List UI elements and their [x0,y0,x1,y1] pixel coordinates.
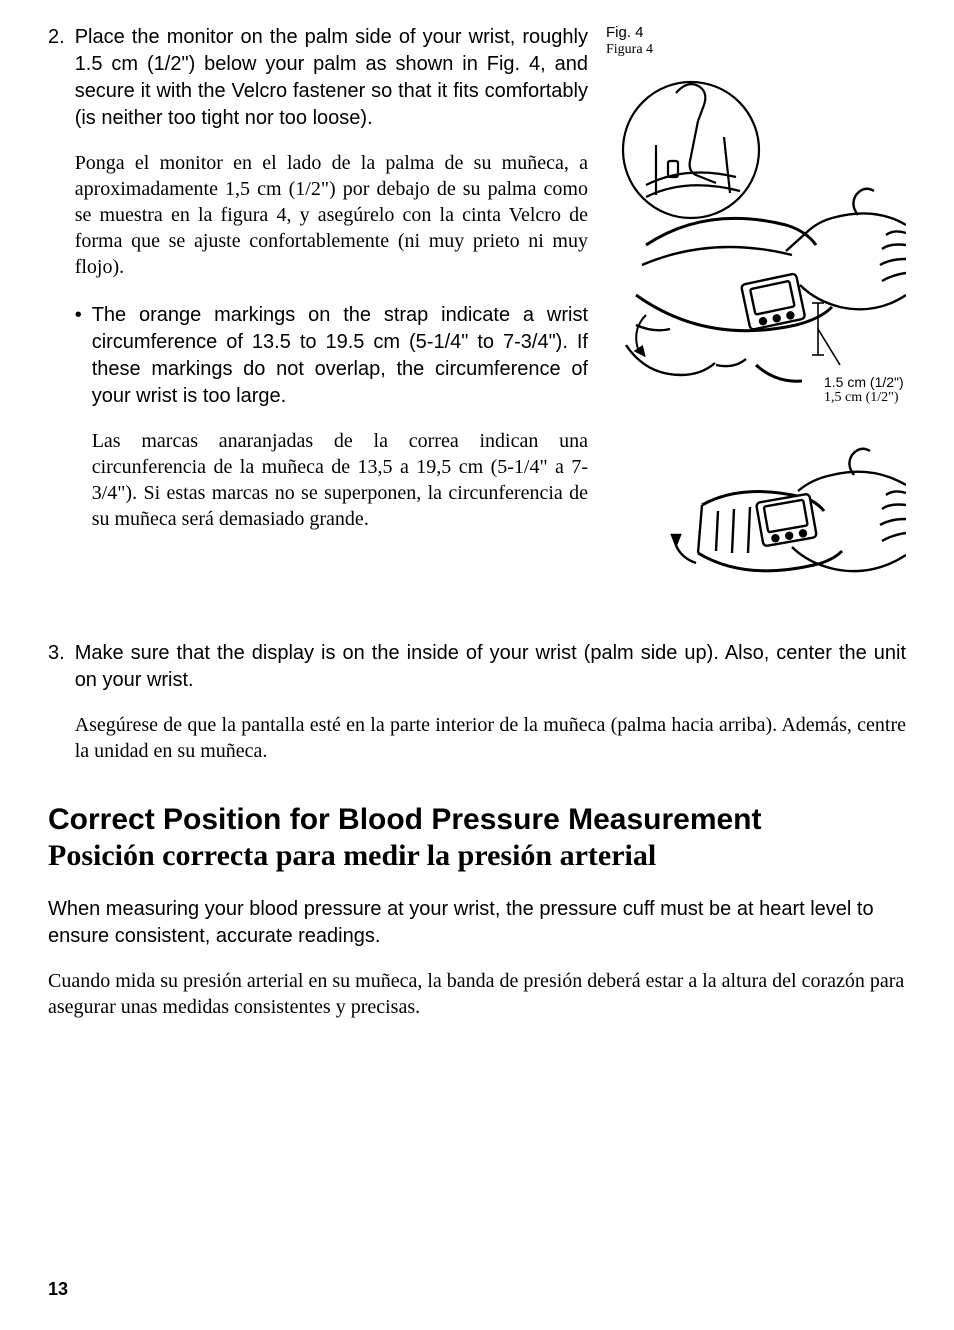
bullet-body: The orange markings on the strap indicat… [92,302,588,532]
heading-en: Correct Position for Blood Pressure Meas… [48,802,906,838]
step-2: 2. Place the monitor on the palm side of… [48,24,588,532]
figure-dim-en: 1.5 cm (1/2") [824,374,904,390]
step-3-en: Make sure that the display is on the ins… [75,640,906,694]
figure-column: Fig. 4 Figura 4 [606,24,906,630]
step-2-number: 2. [48,24,65,532]
step-3-es: Asegúrese de que la pantalla esté en la … [75,712,906,764]
heading-es: Posición correcta para medir la presión … [48,838,906,874]
step-2-en: Place the monitor on the palm side of yo… [75,24,588,132]
figure-label: Fig. 4 Figura 4 [606,24,906,59]
body-after-en: When measuring your blood pressure at yo… [48,896,906,950]
step-2-bullet: • The orange markings on the strap indic… [75,302,588,532]
figure-label-es: Figura 4 [606,42,906,59]
bullet-dot-icon: • [75,302,82,532]
body-after-es: Cuando mida su presión arterial en su mu… [48,968,906,1020]
step-3: 3. Make sure that the display is on the … [48,640,906,764]
top-row: 2. Place the monitor on the palm side of… [48,24,906,630]
manual-page: 2. Place the monitor on the palm side of… [0,0,954,1330]
step-2-body: Place the monitor on the palm side of yo… [75,24,588,532]
step-3-number: 3. [48,640,65,764]
figure-label-en: Fig. 4 [606,24,906,42]
step-2-bullet-en: The orange markings on the strap indicat… [92,302,588,410]
section-heading: Correct Position for Blood Pressure Meas… [48,802,906,874]
figure-dim-es: 1,5 cm (1/2") [824,390,904,406]
step-3-body: Make sure that the display is on the ins… [75,640,906,764]
instructions-column: 2. Place the monitor on the palm side of… [48,24,588,630]
step-2-bullet-es: Las marcas anaranjadas de la correa indi… [92,428,588,532]
step-2-es: Ponga el monitor en el lado de la palma … [75,150,588,280]
figure-dimension: 1.5 cm (1/2") 1,5 cm (1/2") [824,374,904,406]
figure-4-illustration [606,65,906,625]
page-number: 13 [48,1279,68,1300]
section-body: When measuring your blood pressure at yo… [48,896,906,1020]
